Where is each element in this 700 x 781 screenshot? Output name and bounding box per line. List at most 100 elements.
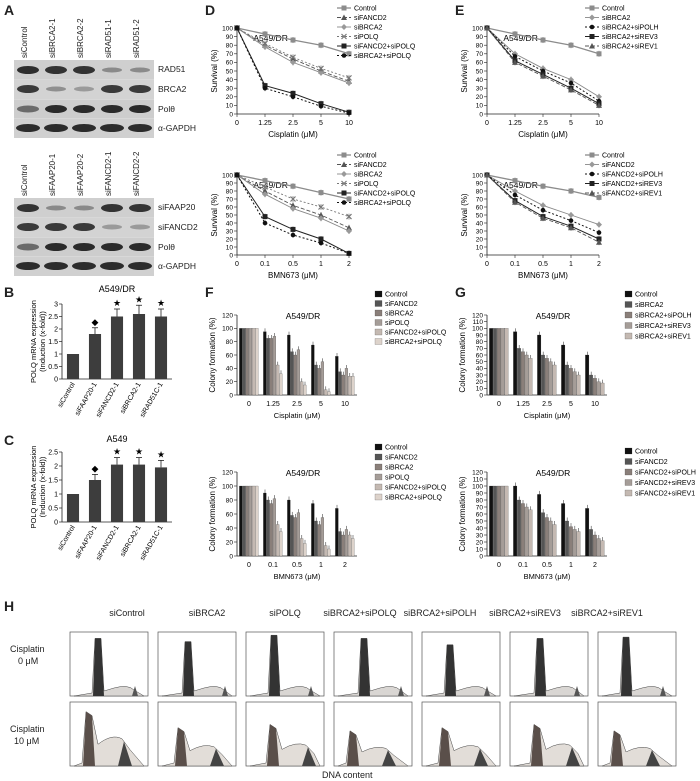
y-axis-label-line: (Induction (x-fold)) <box>38 311 47 372</box>
bar <box>576 374 581 396</box>
bar <box>317 524 321 557</box>
panel-a-blot-2: siControl siFAAP20-1 siFAAP20-2 siFANCD2… <box>0 140 210 280</box>
chart-title: A549 <box>106 434 127 444</box>
g1-peak <box>269 635 280 696</box>
bar <box>548 361 553 396</box>
legend-label: siFANCD2+siPOLH <box>635 470 696 477</box>
x-tick-label: 2.5 <box>292 401 302 408</box>
legend-marker <box>589 171 595 177</box>
legend-swatch <box>374 309 383 317</box>
bar <box>276 524 280 557</box>
data-point <box>512 31 518 37</box>
legend-label: Control <box>635 292 658 299</box>
legend-swatch <box>624 479 633 486</box>
g2-peak <box>118 741 132 766</box>
legend-swatch <box>374 483 383 491</box>
data-point <box>568 188 574 194</box>
legend-label: siFANCD2+siREV1 <box>635 491 695 498</box>
legend-swatch <box>624 311 633 319</box>
panel-a-label: A <box>4 2 15 18</box>
legend-label: siBRCA2+siPOLQ <box>385 495 443 502</box>
bar <box>585 508 590 557</box>
bar <box>517 348 521 396</box>
bar <box>248 328 253 396</box>
bar <box>596 538 601 557</box>
blot1-band-polq: Polθ <box>158 104 176 114</box>
x-axis-label: BMN673 (μM) <box>274 572 321 581</box>
blot1-band-gapdh: α-GAPDH <box>158 123 196 133</box>
y-tick-label: 100 <box>222 483 233 490</box>
bar <box>255 485 259 557</box>
legend-swatch <box>374 300 383 307</box>
data-point <box>262 214 268 220</box>
x-tick-label: 0 <box>247 562 251 569</box>
y-tick-label: 90 <box>226 180 234 187</box>
bar <box>520 351 525 396</box>
legend-label: siBRCA2 <box>385 465 414 472</box>
bar <box>572 371 577 396</box>
y-tick-label: 90 <box>476 34 484 41</box>
y-tick-label: 3 <box>54 302 58 309</box>
y-tick-label: 100 <box>222 25 233 32</box>
legend-marker <box>589 24 595 30</box>
data-point <box>346 51 352 57</box>
significance-marker: ★ <box>113 447 121 457</box>
data-point <box>596 194 602 200</box>
x-tick-label: 0.5 <box>542 562 552 569</box>
x-tick-label: siFANCD2-1 <box>95 381 121 418</box>
panel-b-label: B <box>4 284 15 300</box>
x-tick-label: 5 <box>569 401 573 408</box>
bar <box>300 381 304 396</box>
y-tick-label: 20 <box>476 379 484 386</box>
data-point <box>290 94 296 100</box>
panel-c-label: C <box>4 432 15 448</box>
chart-title: A549/DR <box>99 284 136 294</box>
bar <box>537 494 542 557</box>
data-point <box>262 191 268 198</box>
legend-label: Control <box>354 153 377 160</box>
y-axis-label-line: POLQ mRNA expression <box>29 446 38 529</box>
data-point <box>262 178 268 184</box>
y-tick-label: 80 <box>226 188 234 195</box>
legend-label: siBRCA2+siREV1 <box>602 44 658 51</box>
y-tick-label: 70 <box>476 196 484 203</box>
bar <box>300 538 304 557</box>
bar <box>311 503 315 557</box>
y-tick-label: 80 <box>476 339 484 346</box>
y-tick-label: 0 <box>479 553 483 560</box>
data-point <box>568 224 574 231</box>
legend-label: siBRCA2+siPOLQ <box>385 339 443 346</box>
data-point <box>512 54 518 59</box>
bar <box>327 548 331 557</box>
y-tick-label: 90 <box>476 332 484 339</box>
g1-peak <box>359 638 370 696</box>
x-tick-label: 0.5 <box>292 562 302 569</box>
legend-marker <box>589 34 595 39</box>
x-tick-label: 5 <box>319 401 323 408</box>
y-tick-label: 20 <box>226 94 234 101</box>
y-tick-label: 100 <box>472 172 483 179</box>
bar <box>513 485 518 557</box>
y-tick-label: 2 <box>54 464 58 471</box>
legend-label: siBRCA2+siPOLQ <box>354 200 412 207</box>
x-tick-label: siRAD51C-1 <box>139 524 165 561</box>
bar <box>248 485 253 557</box>
series-line <box>486 27 600 102</box>
legend-label: siFANCD2+siPOLH <box>602 172 663 179</box>
bar <box>561 344 566 396</box>
y-tick-label: 30 <box>476 86 484 93</box>
data-point <box>346 80 352 87</box>
y-tick-label: 110 <box>473 319 484 326</box>
y-tick-label: 110 <box>473 476 484 483</box>
bar <box>324 545 328 557</box>
legend-marker <box>589 152 595 158</box>
y-axis-label: Colony formation (%) <box>458 317 467 392</box>
blot2-lane-3: siFAAP20-2 <box>76 153 85 196</box>
y-tick-label: 60 <box>226 511 234 518</box>
data-point <box>568 42 574 48</box>
bar <box>500 328 505 396</box>
legend-label: siBRCA2 <box>354 172 383 179</box>
blot2-band-faap20: siFAAP20 <box>158 202 196 212</box>
x-tick-label: 0 <box>497 562 501 569</box>
